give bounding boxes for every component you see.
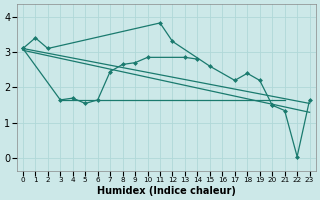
X-axis label: Humidex (Indice chaleur): Humidex (Indice chaleur) [97,186,236,196]
